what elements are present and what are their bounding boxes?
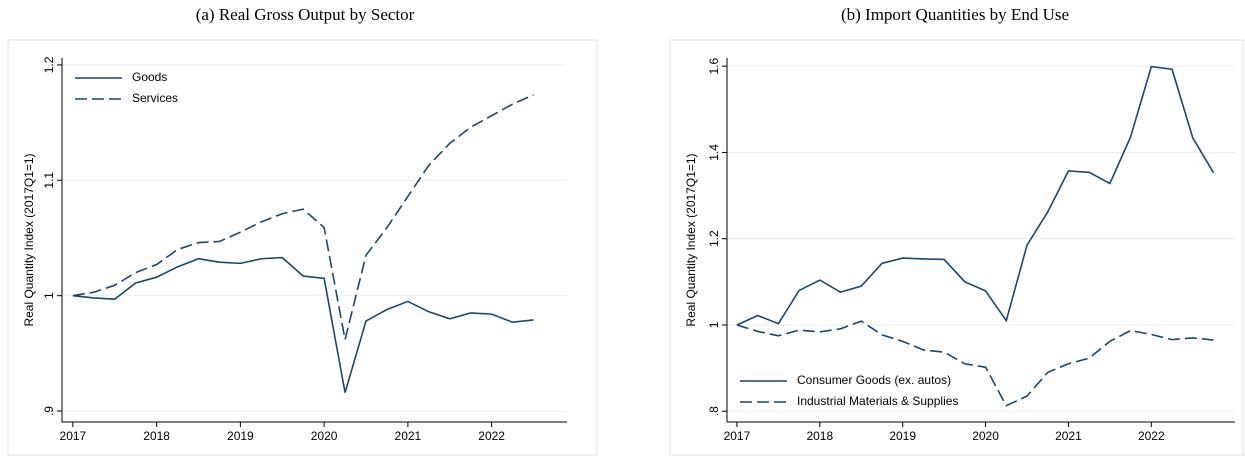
x-tick-label: 2018	[143, 429, 170, 443]
chart-frame	[669, 39, 1244, 456]
x-tick-label: 2021	[395, 429, 422, 443]
plot-area	[62, 58, 567, 422]
y-tick-label: 1.6	[707, 58, 721, 75]
x-tick-label: 2020	[972, 429, 999, 443]
x-tick-label: 2017	[60, 429, 87, 443]
y-tick-label: 1.2	[707, 230, 721, 247]
y-tick-label: .8	[707, 406, 721, 416]
chart-frame	[7, 39, 598, 456]
legend-label: Goods	[132, 70, 167, 84]
x-tick-label: 2017	[724, 429, 751, 443]
x-tick-label: 2020	[311, 429, 338, 443]
legend-label: Consumer Goods (ex. autos)	[797, 373, 951, 387]
y-tick-label: 1	[42, 292, 56, 299]
x-tick-label: 2021	[1055, 429, 1082, 443]
y-axis-label: Real Quantity Index (2017Q1=1)	[684, 153, 698, 326]
x-tick-label: 2022	[1138, 429, 1165, 443]
y-tick-label: 1	[707, 321, 721, 328]
x-tick-label: 2018	[806, 429, 833, 443]
y-tick-label: 1.1	[42, 172, 56, 189]
y-axis-label: Real Quantity Index (2017Q1=1)	[22, 153, 36, 326]
chart-title: (a) Real Gross Output by Sector	[196, 5, 415, 24]
plot-area	[727, 58, 1235, 422]
x-tick-label: 2019	[889, 429, 916, 443]
y-tick-label: 1.4	[707, 144, 721, 161]
x-tick-label: 2019	[227, 429, 254, 443]
legend-label: Services	[132, 91, 178, 105]
y-tick-label: .9	[42, 406, 56, 416]
series-line	[72, 94, 534, 340]
series-line	[72, 256, 534, 393]
x-tick-label: 2022	[478, 429, 505, 443]
chart-title: (b) Import Quantities by End Use	[841, 5, 1069, 24]
legend-label: Industrial Materials & Supplies	[797, 394, 958, 408]
y-tick-label: 1.2	[42, 56, 56, 73]
series-line	[736, 65, 1215, 326]
